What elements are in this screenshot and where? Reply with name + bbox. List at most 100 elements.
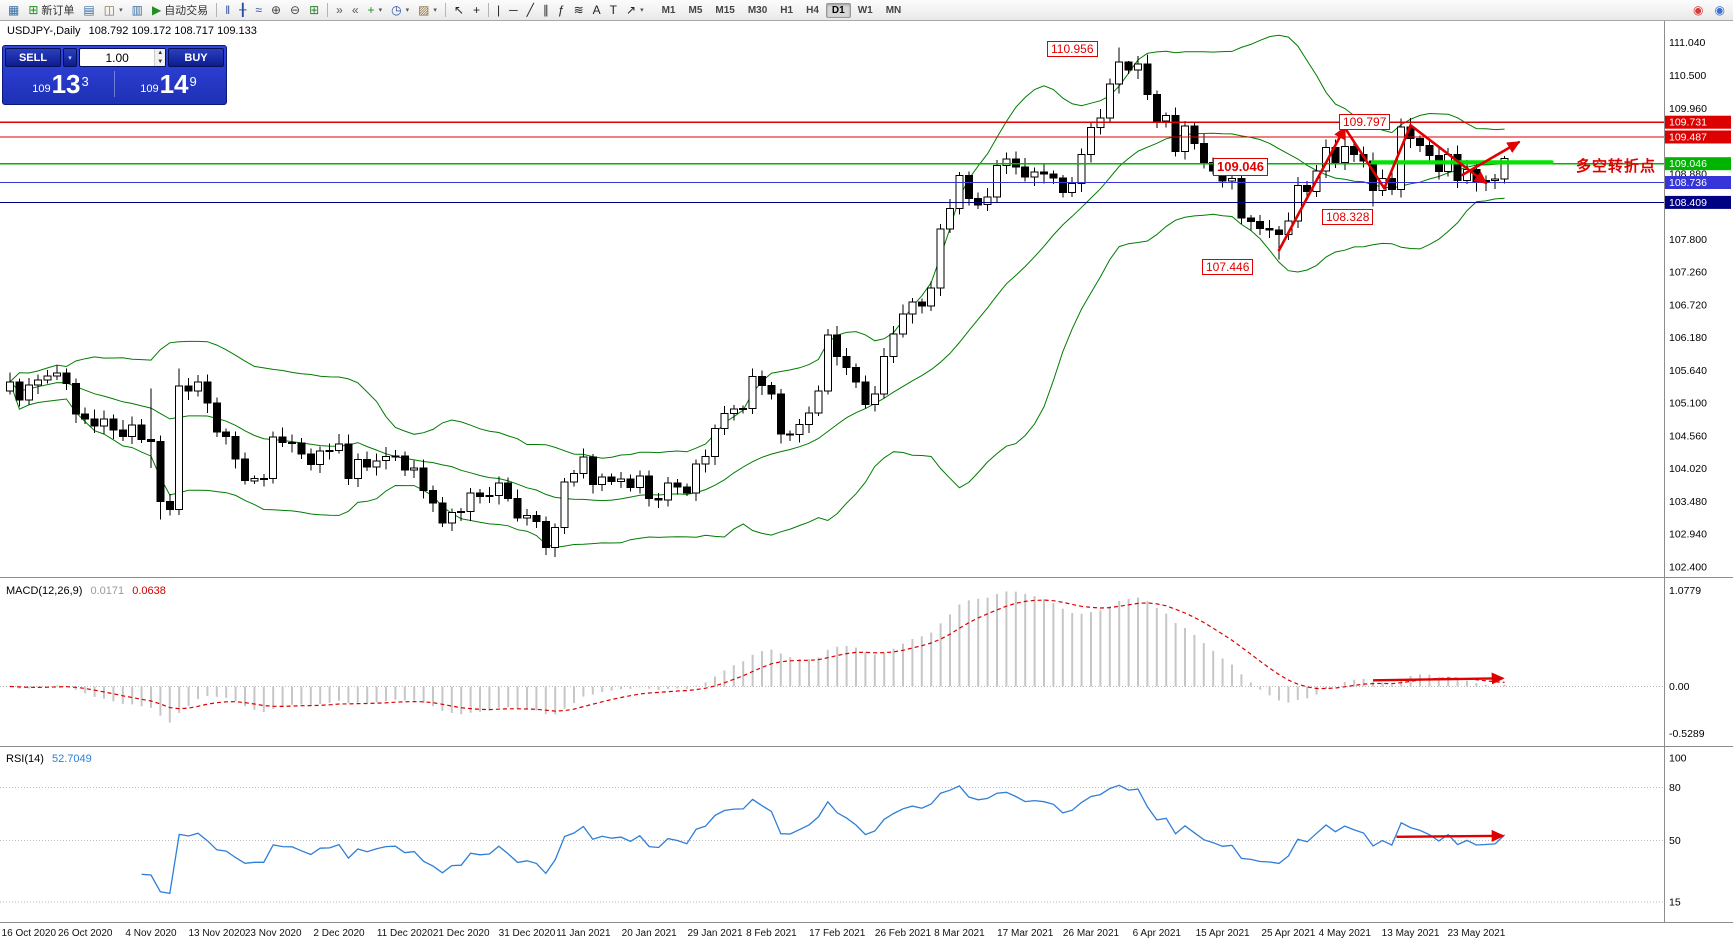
chart-window-icon[interactable]: ▤ [79,1,98,19]
profiles-icon[interactable]: ◫ ▾ [100,1,127,19]
timeframe-m1-button[interactable]: M1 [661,4,676,16]
time-axis-label: 23 May 2021 [1447,928,1505,939]
macd-panel-layer [0,591,1665,723]
zoom-in-button[interactable]: ⊕ [267,1,285,19]
price-axis-label: 105.100 [1669,398,1707,410]
sell-button[interactable]: SELL [5,48,61,67]
arrows-tool-button[interactable]: ↗ ▾ [622,1,648,19]
buy-price-display[interactable]: 109 14 9 [115,71,222,97]
shapes-tool-button[interactable]: ≋ [570,1,588,19]
volume-input[interactable] [80,49,155,66]
time-axis-label: 11 Dec 2020 [377,928,433,939]
svg-text:108.409: 108.409 [1669,197,1707,209]
fibonacci-tool-button[interactable]: ƒ [554,1,569,19]
news-badge-icon: ◉ [1693,3,1704,17]
community-icon[interactable]: ◉ [1711,1,1729,19]
time-axis-label: 21 Dec 2020 [433,928,490,939]
news-badge-icon[interactable]: ◉ [1689,1,1707,19]
price-annotation-pullback-low[interactable]: 108.328 [1322,209,1374,225]
sell-price-display[interactable]: 109 13 3 [7,71,114,97]
autotrading-icon: ▶ [151,3,162,17]
price-axis-label: 106.180 [1669,332,1707,344]
cursor-tool-button[interactable]: ↖ [450,1,468,19]
toolbar-left: ▦ ⊞ 新订单 ▤ ◫ ▾ ▥ ▶ 自动交易 ‖ ╂ ≈ ⊕ ⊖ ⊞» «+ ▾ ◷ ▾ ▨ ▾ ↖ + | ─ ╱ ∥ ƒ ≋ A T ↗ ▾ [4,1,648,19]
timeframe-w1-button[interactable]: W1 [857,4,873,16]
order-options-dropdown[interactable]: ▾ [63,48,77,67]
time-axis-label: 4 May 2021 [1319,928,1372,939]
toolbar-separator [216,3,218,17]
timeframe-d1-button[interactable]: D1 [825,2,851,18]
templates-button[interactable]: ▨ ▾ [414,1,441,19]
cursor-tool-icon: ↖ [453,3,464,17]
timeframe-mn-button[interactable]: MN [885,4,902,16]
buy-button[interactable]: BUY [168,48,224,67]
sell-price-prefix: 109 [32,82,51,95]
ohlc-values: 108.792 109.172 108.717 109.133 [88,25,257,37]
price-annotation-pivot-price[interactable]: 109.046 [1213,158,1268,176]
horizontal-line-tool-button[interactable]: ─ [505,1,522,19]
timeframe-h4-button[interactable]: H4 [806,4,819,16]
chart-window-icon-icon: ▤ [83,3,95,17]
autotrading-button[interactable]: ▶ 自动交易 [148,1,212,19]
zoom-out-button[interactable]: ⊖ [286,1,304,19]
volume-control: ▲ ▼ [79,48,166,67]
line-chart-mode-button[interactable]: ≈ [251,1,266,19]
time-axis-label: 15 Apr 2021 [1196,928,1250,939]
data-window-icon-icon: ▥ [131,3,143,17]
time-axis-label: 26 Oct 2020 [58,928,113,939]
time-axis-label: 23 Nov 2020 [245,928,302,939]
indicators-button[interactable]: + ▾ [364,1,387,19]
price-axis-label: 111.040 [1669,37,1706,49]
bar-chart-mode-button[interactable]: ‖ [221,1,234,19]
periods-button[interactable]: ◷ ▾ [387,1,413,19]
data-window-icon[interactable]: ▥ [128,1,147,19]
trendline-tool-button[interactable]: ╱ [523,1,538,19]
price-annotation-peak-high[interactable]: 110.956 [1047,41,1098,57]
price-annotation-swing-low[interactable]: 107.446 [1202,259,1254,275]
volume-decrease-button[interactable]: ▼ [157,59,164,65]
macd-indicator-label: MACD(12,26,9) 0.0171 0.0638 [6,585,171,597]
macd-axis-label: -0.5289 [1669,728,1705,740]
toolbar-separator [488,3,490,17]
terminal-window-icon[interactable]: ▦ [4,1,23,19]
price-divider [114,71,115,97]
timeframe-group: M1 M5 M15 M30 H1 H4 D1 W1 MN [656,2,908,18]
timeframe-m15-button[interactable]: M15 [715,4,735,16]
volume-increase-button[interactable]: ▲ [157,50,164,56]
channel-tool-button[interactable]: ∥ [539,1,553,19]
new-order-button[interactable]: ⊞ 新订单 [24,1,78,19]
text-tool-button[interactable]: A [589,1,605,19]
dropdown-caret-icon: ▾ [378,7,383,14]
timeframe-h1-button[interactable]: H1 [780,4,794,16]
toolbar-right: ◉ ◉ [1689,1,1729,19]
price-axis-label: 104.020 [1669,463,1707,475]
time-axis-label: 13 Nov 2020 [188,928,245,939]
community-icon: ◉ [1714,3,1725,17]
auto-scroll-button[interactable]: » [332,1,347,19]
price-axis-label: 109.960 [1669,103,1707,115]
label-tool-icon: T [609,3,617,17]
timeframe-m5-button[interactable]: M5 [688,4,703,16]
crosshair-tool-button[interactable]: + [469,1,484,19]
vertical-line-tool-icon: | [497,3,501,17]
timeframe-m30-button[interactable]: M30 [747,4,768,16]
price-annotation-swing-high[interactable]: 109.797 [1339,114,1391,130]
label-tool-button[interactable]: T [606,1,621,19]
toolbar-separator [327,3,329,17]
pivot-note[interactable]: 多空转折点 [1576,158,1657,175]
time-axis-label: 8 Feb 2021 [746,928,797,939]
volume-spinner: ▲ ▼ [154,49,165,66]
line-chart-mode-icon: ≈ [255,3,262,17]
candlestick-mode-button[interactable]: ╂ [235,1,250,19]
shapes-tool-icon: ≋ [573,3,584,17]
vertical-line-tool-button[interactable]: | [493,1,504,19]
chart-shift-button[interactable]: « [348,1,363,19]
tile-windows-button[interactable]: ⊞ [305,1,323,19]
channel-tool-icon: ∥ [542,3,549,17]
price-chart-layer [0,34,1665,557]
dropdown-caret-icon: ▾ [433,7,437,14]
time-axis-label: 25 Apr 2021 [1261,928,1315,939]
arrows-tool-icon: ↗ [626,3,637,17]
